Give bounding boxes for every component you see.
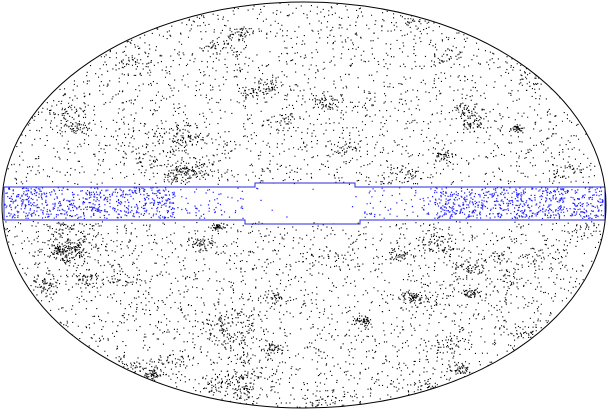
black-galaxy-dots xyxy=(4,2,603,408)
zone-outline xyxy=(3,182,606,225)
zone-points xyxy=(4,187,604,220)
zone-of-avoidance-band xyxy=(3,182,606,225)
blue-zone-dots xyxy=(4,187,604,220)
galaxy-points xyxy=(4,2,603,408)
